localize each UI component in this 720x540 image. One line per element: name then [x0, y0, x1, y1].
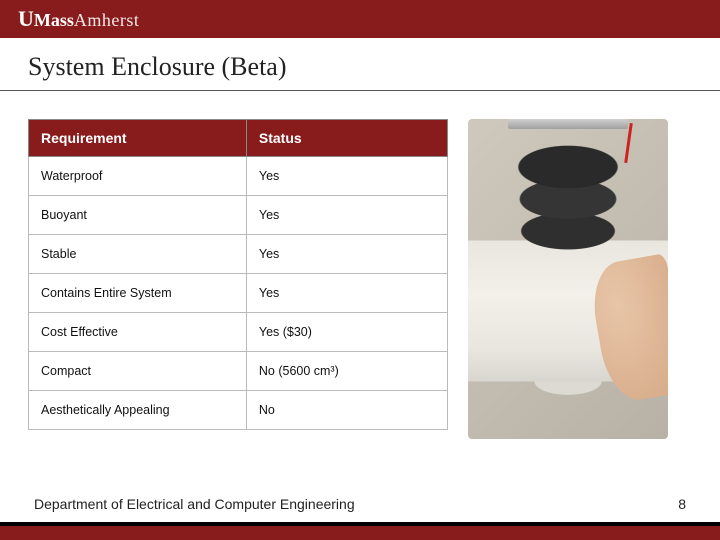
cell-status: No: [246, 391, 447, 430]
cell-requirement: Aesthetically Appealing: [29, 391, 247, 430]
logo-amherst: Amherst: [74, 10, 140, 31]
cell-status: Yes: [246, 235, 447, 274]
hand-in-photo: [586, 253, 668, 405]
table-row: Contains Entire System Yes: [29, 274, 448, 313]
cell-status: Yes ($30): [246, 313, 447, 352]
requirements-table-wrap: Requirement Status Waterproof Yes Buoyan…: [28, 119, 448, 439]
table-row: Stable Yes: [29, 235, 448, 274]
brand-header: U Mass Amherst: [0, 0, 720, 38]
table-row: Compact No (5600 cm³): [29, 352, 448, 391]
umass-logo: U Mass Amherst: [18, 6, 139, 32]
department-label: Department of Electrical and Computer En…: [34, 496, 355, 512]
enclosure-photo: [468, 119, 668, 439]
table-row: Buoyant Yes: [29, 196, 448, 235]
cell-requirement: Buoyant: [29, 196, 247, 235]
cell-requirement: Waterproof: [29, 157, 247, 196]
cell-status: Yes: [246, 196, 447, 235]
cell-requirement: Stable: [29, 235, 247, 274]
cell-requirement: Compact: [29, 352, 247, 391]
content-area: Requirement Status Waterproof Yes Buoyan…: [0, 91, 720, 439]
logo-mass: Mass: [34, 10, 74, 31]
page-number: 8: [678, 496, 686, 512]
cell-requirement: Contains Entire System: [29, 274, 247, 313]
logo-letter-u: U: [18, 6, 34, 32]
cell-requirement: Cost Effective: [29, 313, 247, 352]
footer-bar: [0, 522, 720, 540]
cell-status: Yes: [246, 157, 447, 196]
slide-title: System Enclosure (Beta): [28, 52, 692, 82]
col-header-status: Status: [246, 120, 447, 157]
table-header-row: Requirement Status: [29, 120, 448, 157]
title-area: System Enclosure (Beta): [0, 38, 720, 91]
table-row: Cost Effective Yes ($30): [29, 313, 448, 352]
footer: Department of Electrical and Computer En…: [0, 496, 720, 540]
cell-status: Yes: [246, 274, 447, 313]
requirements-table: Requirement Status Waterproof Yes Buoyan…: [28, 119, 448, 430]
footer-text-row: Department of Electrical and Computer En…: [0, 496, 720, 522]
table-row: Waterproof Yes: [29, 157, 448, 196]
col-header-requirement: Requirement: [29, 120, 247, 157]
table-row: Aesthetically Appealing No: [29, 391, 448, 430]
cell-status: No (5600 cm³): [246, 352, 447, 391]
